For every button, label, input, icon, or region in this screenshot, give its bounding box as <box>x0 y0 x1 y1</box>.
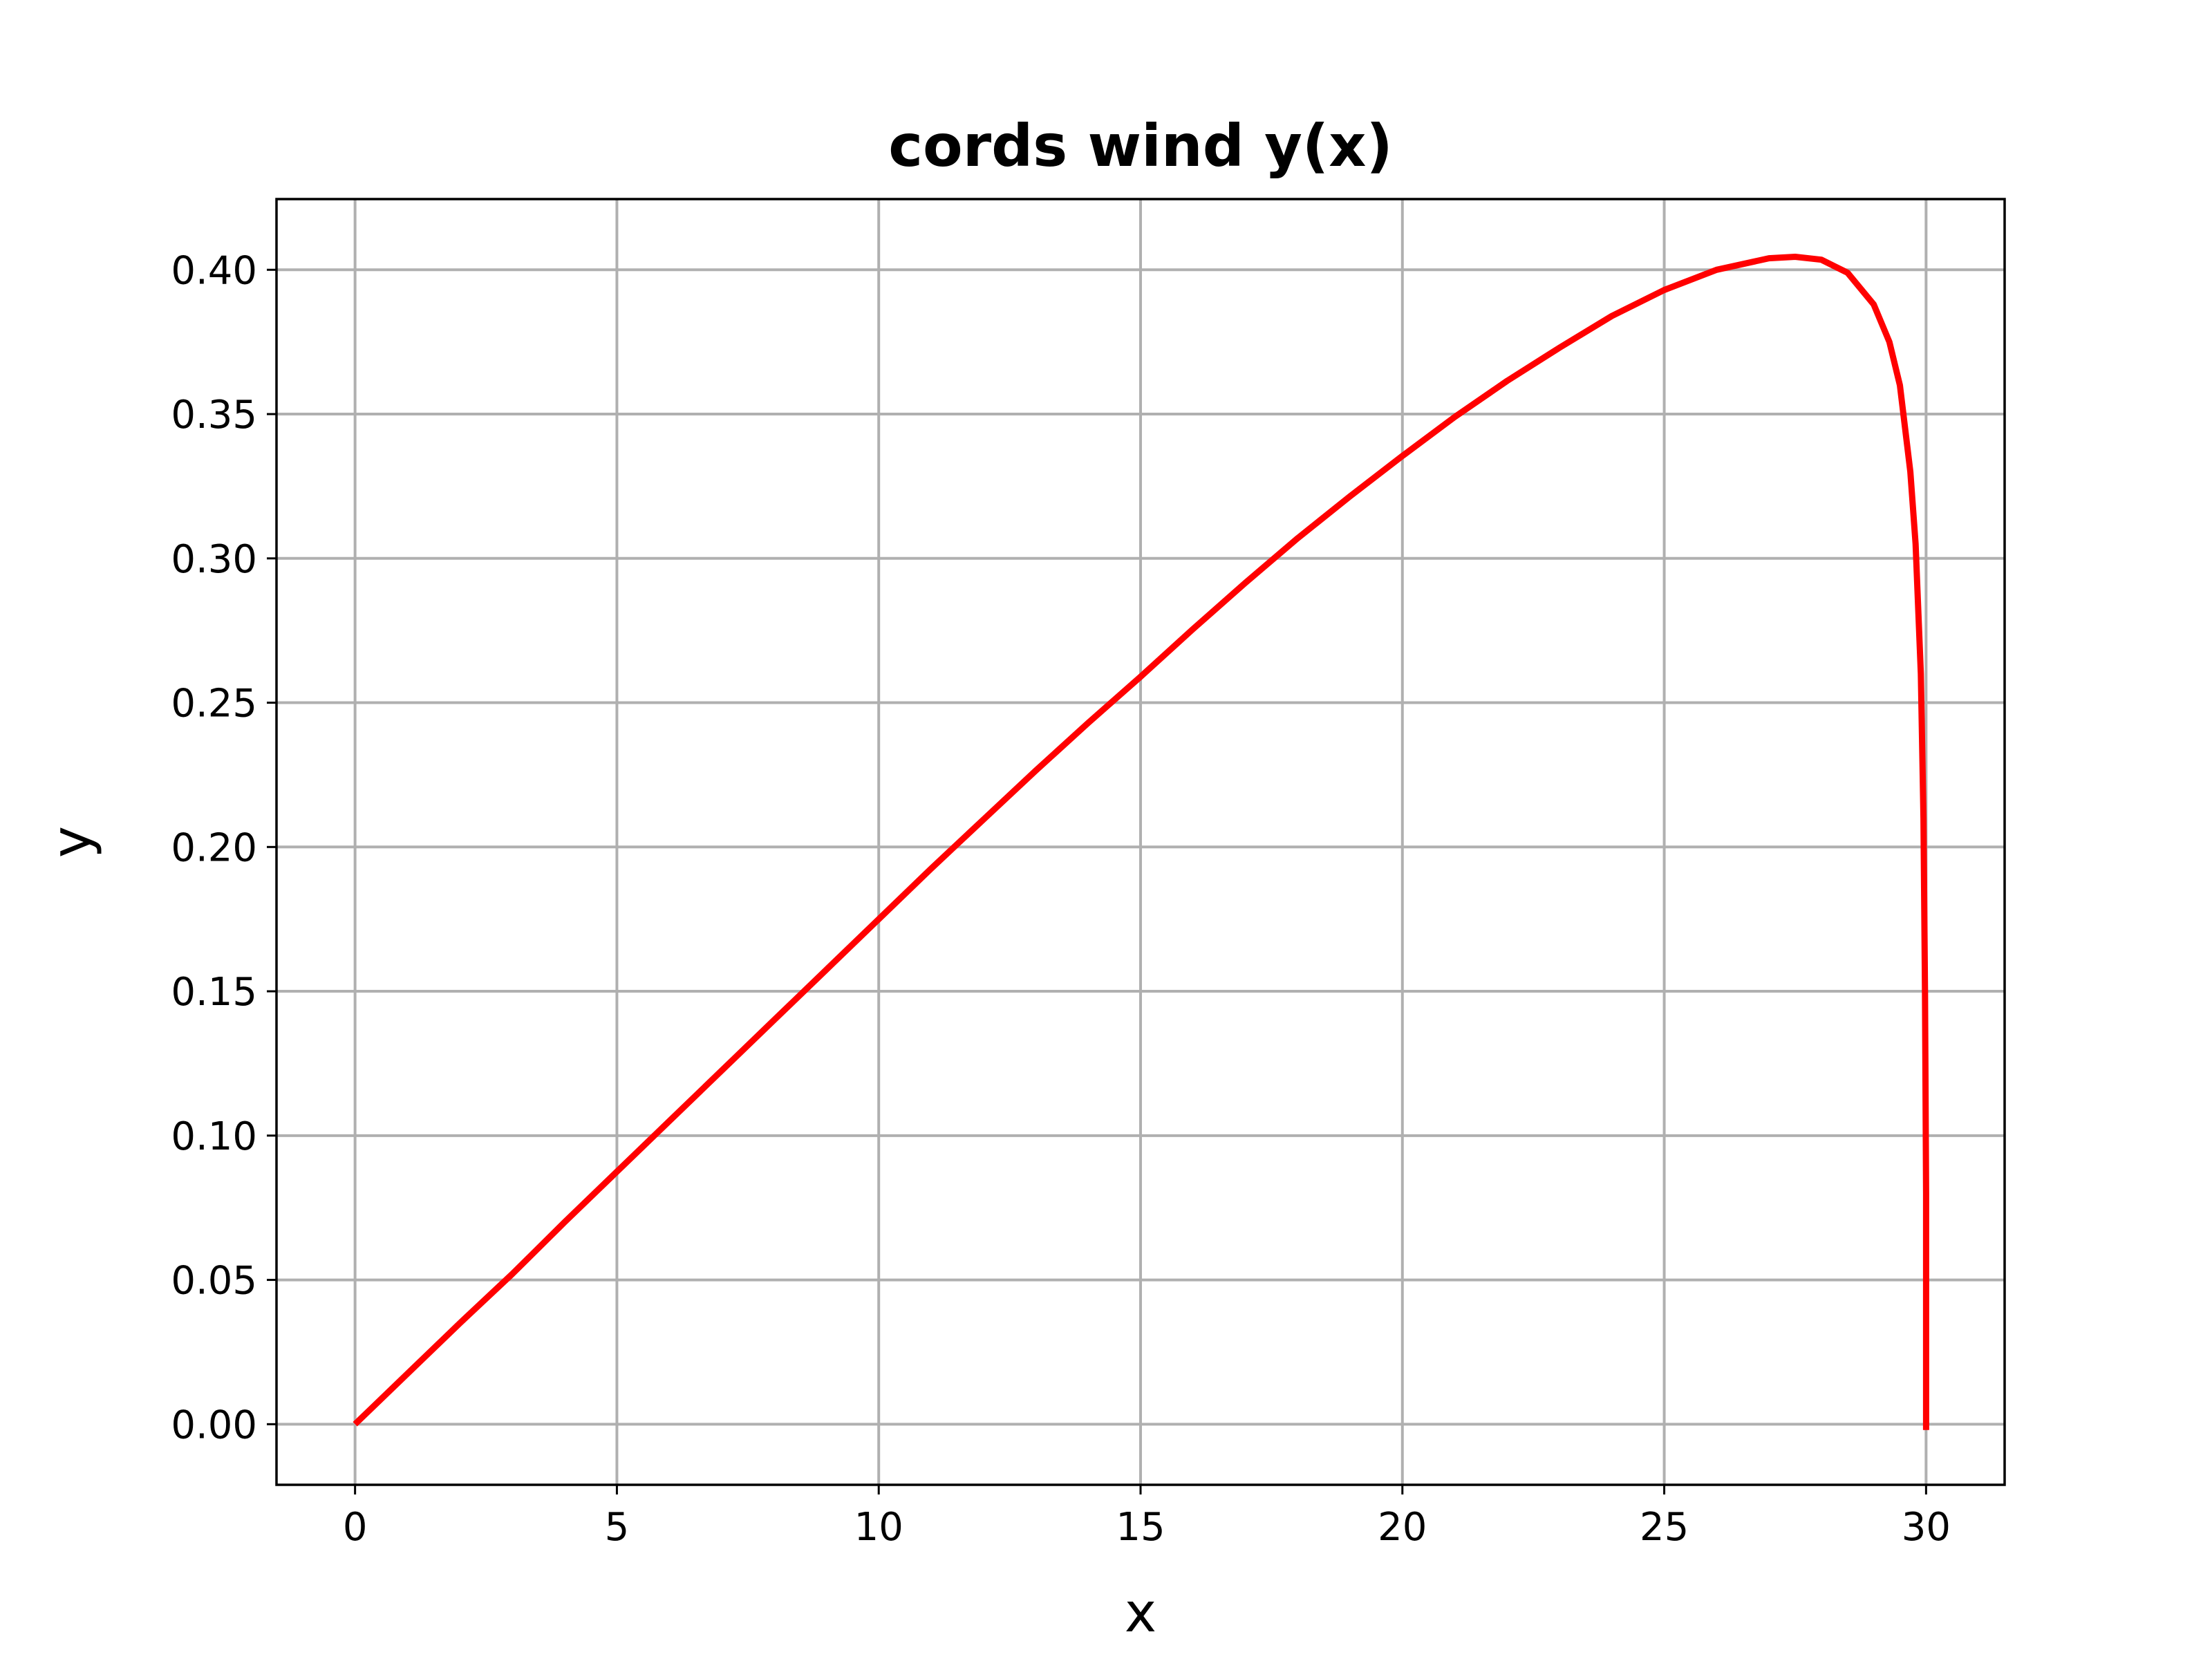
x-tick-label: 5 <box>605 1505 630 1550</box>
y-tick-label: 0.00 <box>171 1403 257 1447</box>
series-line-1 <box>353 254 1929 1430</box>
y-tick-label: 0.05 <box>171 1259 257 1304</box>
x-tick-label: 30 <box>1902 1505 1951 1550</box>
x-tick-label: 25 <box>1640 1505 1689 1550</box>
x-tick-label: 10 <box>854 1505 903 1550</box>
x-tick-label: 20 <box>1378 1505 1427 1550</box>
grid <box>276 199 2005 1485</box>
x-tick-label: 0 <box>343 1505 368 1550</box>
chart-title: cords wind y(x) <box>888 112 1393 180</box>
series-group <box>353 254 1929 1430</box>
x-axis-title: x <box>1125 1582 1156 1644</box>
y-axis-title: y <box>41 826 103 858</box>
y-tick-label: 0.35 <box>171 393 257 438</box>
x-tick-label: 15 <box>1116 1505 1165 1550</box>
x-axis: 0 5 10 15 20 25 30 <box>343 1485 1951 1550</box>
y-tick-label: 0.30 <box>171 537 257 582</box>
y-tick-label: 0.40 <box>171 248 257 293</box>
y-axis: 0.00 0.05 0.10 0.15 0.20 0.25 0.30 0.35 0.40 <box>171 248 276 1447</box>
y-tick-label: 0.10 <box>171 1114 257 1159</box>
y-tick-label: 0.20 <box>171 825 257 870</box>
y-tick-label: 0.15 <box>171 970 257 1015</box>
y-tick-label: 0.25 <box>171 682 257 727</box>
